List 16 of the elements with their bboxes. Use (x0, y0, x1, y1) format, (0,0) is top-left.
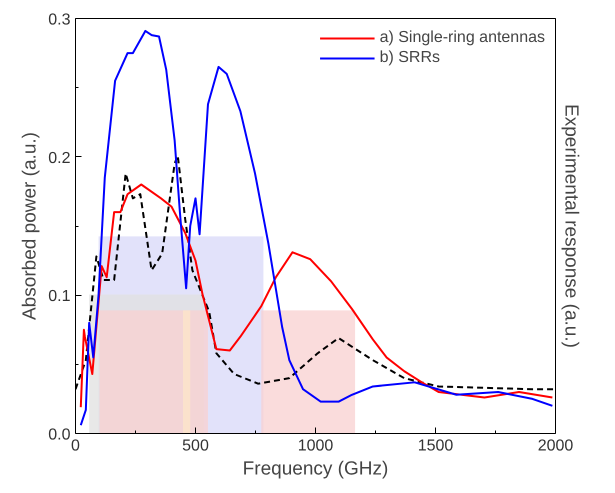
x-tick-label: 500 (182, 438, 209, 454)
y-tick-label: 0.2 (48, 150, 71, 167)
line-series (80, 184, 554, 408)
x-tick-label: 1500 (418, 438, 454, 454)
y-tick-label: 0.0 (48, 426, 71, 444)
y-tick-label: 0.1 (48, 288, 71, 306)
x-tick-label: 1000 (298, 438, 334, 454)
y-tick-label: 0.3 (48, 12, 71, 28)
line-series (80, 30, 554, 426)
y-axis-title: Absorbed power (a.u.) (19, 132, 40, 320)
legend-label: a) Single-ring antennas (380, 29, 545, 47)
y2-axis-title: Experimental response (a.u.) (560, 104, 582, 348)
x-tick-label: 2000 (538, 438, 574, 454)
legend-label: b) SRRs (380, 49, 440, 67)
x-tick-label: 0 (71, 438, 80, 454)
x-axis-title: Frequency (GHz) (242, 458, 388, 480)
